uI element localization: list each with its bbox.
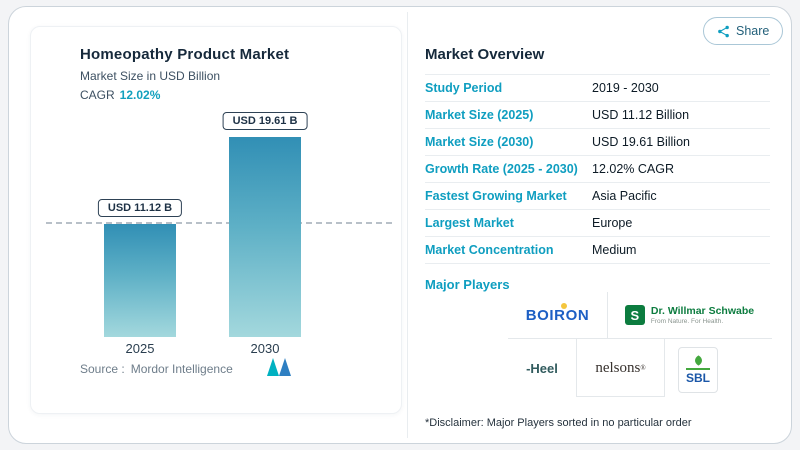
market-overview-table: Study Period 2019 - 2030 Market Size (20…: [425, 74, 770, 264]
source-label: Source :: [80, 362, 125, 376]
bar-value-label-2030: USD 19.61 B: [222, 112, 308, 130]
player-logo-heel: -Heel: [526, 360, 558, 376]
x-axis-label-2025: 2025: [125, 341, 155, 356]
player-logo-boiron: BOIRON: [508, 300, 607, 330]
chart-card: [30, 26, 402, 414]
share-icon: [717, 25, 730, 38]
overview-row-value: Medium: [592, 243, 637, 257]
share-button-label: Share: [736, 24, 770, 38]
reference-dashed-line: [46, 222, 392, 224]
overview-row-value: 12.02% CAGR: [592, 162, 674, 176]
table-row: Fastest Growing Market Asia Pacific: [425, 183, 770, 210]
table-row: Market Size (2030) USD 19.61 Billion: [425, 129, 770, 156]
registered-mark: ®: [640, 364, 646, 372]
bar-2030: [229, 137, 301, 337]
x-axis-label-2030: 2030: [250, 341, 280, 356]
source-value: Mordor Intelligence: [130, 362, 233, 376]
overview-row-label: Market Concentration: [425, 243, 554, 257]
cagr-label: CAGR: [80, 88, 115, 102]
major-players-label: Major Players: [425, 277, 510, 292]
table-row: Market Concentration Medium: [425, 237, 770, 264]
overview-row-value: Asia Pacific: [592, 189, 657, 203]
overview-row-value: 2019 - 2030: [592, 81, 659, 95]
chart-subtitle: Market Size in USD Billion: [80, 69, 221, 83]
overview-row-label: Market Size (2030): [425, 135, 534, 149]
schwabe-logo-icon: S: [624, 305, 645, 325]
share-button[interactable]: Share: [703, 17, 784, 45]
bar-value-label-2025: USD 11.12 B: [97, 199, 183, 217]
player-logo-dr-willmar-schwabe: S Dr. Willmar Schwabe From Nature. For H…: [612, 298, 767, 332]
overview-row-label: Market Size (2025): [425, 108, 534, 122]
overview-row-value: USD 11.12 Billion: [592, 108, 690, 122]
overview-row-value: Europe: [592, 216, 633, 230]
leaf-icon: [692, 355, 705, 367]
players-grid-cell-border: [576, 338, 665, 397]
source-row: Source : Mordor Intelligence: [80, 362, 233, 376]
player-logo-nelsons: nelsons ®: [595, 359, 646, 376]
overview-row-label: Fastest Growing Market: [425, 189, 567, 203]
table-row: Largest Market Europe: [425, 210, 770, 237]
boiron-logo-dot: [560, 302, 567, 309]
chart-title: Homeopathy Product Market: [80, 46, 290, 63]
schwabe-logo-name: Dr. Willmar Schwabe: [650, 305, 755, 318]
table-row: Study Period 2019 - 2030: [425, 75, 770, 102]
players-disclaimer: *Disclaimer: Major Players sorted in no …: [425, 417, 692, 429]
bar-2025: [104, 224, 176, 337]
schwabe-logo-tagline: From Nature. For Health.: [650, 317, 724, 325]
market-overview-title: Market Overview: [425, 46, 545, 63]
cagr-value: 12.02%: [119, 88, 161, 102]
panel-divider: [407, 12, 408, 438]
table-row: Growth Rate (2025 - 2030) 12.02% CAGR: [425, 156, 770, 183]
overview-row-label: Study Period: [425, 81, 503, 95]
overview-row-label: Growth Rate (2025 - 2030): [425, 162, 578, 176]
overview-row-label: Largest Market: [425, 216, 514, 230]
player-logo-sbl: SBL: [678, 347, 718, 393]
overview-row-value: USD 19.61 Billion: [592, 135, 690, 149]
mordor-intelligence-logo: [266, 357, 292, 382]
players-grid-divider: [607, 292, 608, 338]
table-row: Market Size (2025) USD 11.12 Billion: [425, 102, 770, 129]
cagr-row: CAGR 12.02%: [80, 88, 160, 102]
